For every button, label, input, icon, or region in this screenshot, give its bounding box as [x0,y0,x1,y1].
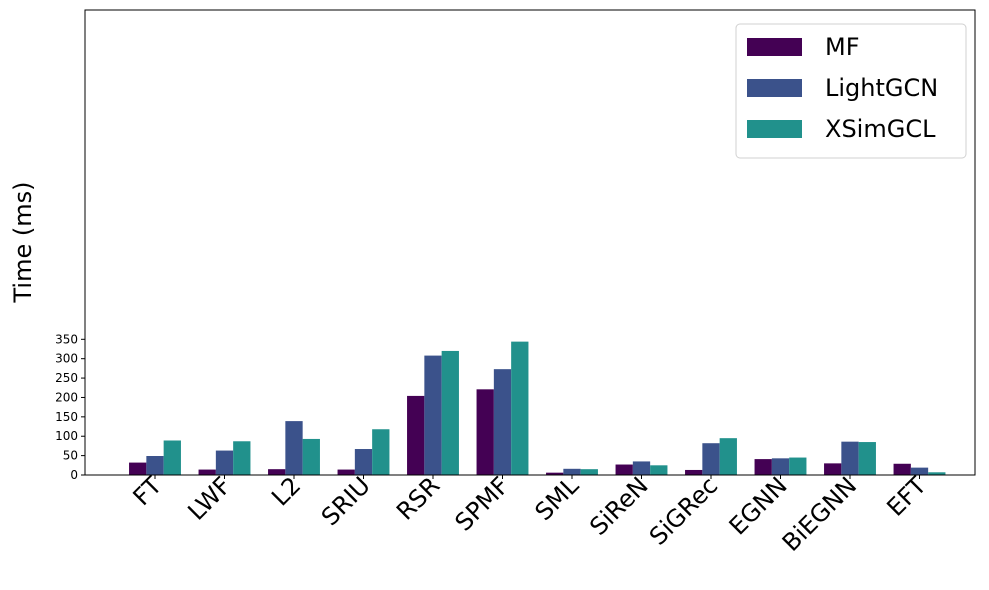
bar-mf-egnn [754,459,772,475]
y-tick-label: 200 [55,390,78,404]
bar-mf-biegnn [824,463,842,475]
y-tick-label: 0 [70,468,78,482]
bar-lightgcn-sml [563,468,581,475]
bar-mf-eft [893,463,911,475]
bar-mf-spmf [476,389,494,475]
bars-group [129,341,946,475]
bar-xsimgcl-egnn [789,457,807,475]
bar-mf-rsr [407,395,425,475]
y-tick-label: 300 [55,352,78,366]
legend-label-lightgcn: LightGCN [825,74,938,102]
bar-lightgcn-sriu [354,449,373,475]
bar-mf-sriu [337,469,355,475]
bar-xsimgcl-siren [650,465,668,475]
bar-lightgcn-biegnn [841,441,859,475]
bar-xsimgcl-rsr [441,350,459,475]
bar-xsimgcl-sigrec [719,438,737,475]
bar-xsimgcl-l2 [302,438,320,475]
bar-xsimgcl-ft [163,440,181,475]
legend-label-xsimgcl: XSimGCL [825,115,936,143]
bar-lightgcn-siren [632,461,651,475]
bar-lightgcn-ft [146,456,164,475]
bar-mf-siren [615,464,633,475]
legend-label-mf: MF [825,33,860,61]
bar-xsimgcl-lwf [233,441,251,475]
bar-xsimgcl-eft [928,472,946,475]
legend-swatch-lightgcn [747,79,802,97]
y-axis-label: Time (ms) [9,182,37,304]
bar-lightgcn-eft [910,467,929,475]
y-tick-label: 50 [63,449,78,463]
legend: MF LightGCN XSimGCL [735,23,967,159]
bar-mf-sml [546,472,564,475]
bar-xsimgcl-sriu [372,429,390,475]
bar-xsimgcl-spmf [511,341,529,475]
legend-swatch-xsimgcl [747,120,802,138]
bar-lightgcn-sigrec [702,443,720,475]
bar-mf-lwf [198,469,216,475]
bar-mf-l2 [268,469,286,475]
y-tick-label: 350 [55,332,78,346]
legend-swatch-mf [747,38,802,56]
bar-mf-ft [129,462,147,475]
bar-lightgcn-lwf [215,450,234,475]
bar-xsimgcl-sml [580,469,598,475]
bar-lightgcn-l2 [285,421,303,475]
bar-lightgcn-egnn [771,458,790,475]
bar-mf-sigrec [685,469,703,475]
plot-frame [84,9,976,476]
y-tick-label: 250 [55,371,78,385]
y-tick-label: 100 [55,429,78,443]
y-tick-label: 150 [55,410,78,424]
y-axis: 0 50 100 150 200 250 300 350 [55,332,85,482]
bar-xsimgcl-biegnn [858,442,876,475]
bar-lightgcn-rsr [424,355,442,475]
bar-lightgcn-spmf [493,369,512,475]
